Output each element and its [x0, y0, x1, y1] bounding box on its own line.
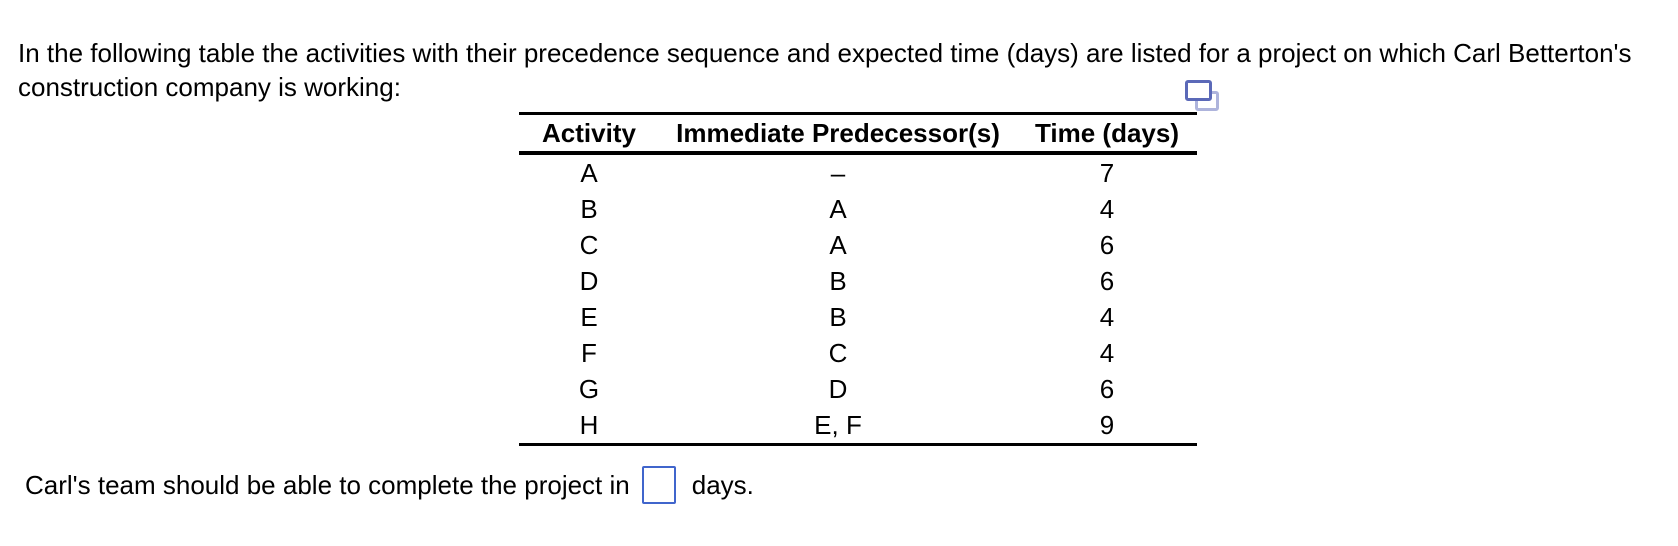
cell-time: 4: [1099, 337, 1115, 368]
table-header-row: Activity Immediate Predecessor(s) Time (…: [519, 115, 1197, 151]
table-row: D B 6: [519, 263, 1197, 299]
cell-time: 4: [1099, 301, 1115, 332]
overlapping-windows-glyph: [1185, 80, 1219, 111]
cell-activity: G: [578, 373, 600, 404]
table-row: A – 7: [519, 155, 1197, 191]
cell-predecessor: C: [828, 337, 848, 368]
table-row: C A 6: [519, 227, 1197, 263]
cell-activity: F: [581, 337, 597, 368]
cell-predecessor: B: [829, 301, 847, 332]
table-top-rule: [519, 112, 1197, 115]
cell-time: 6: [1099, 229, 1115, 260]
cell-predecessor: –: [830, 157, 846, 188]
column-header-immediate-predecessors: Immediate Predecessor(s): [676, 117, 1000, 148]
cell-activity: H: [579, 409, 599, 440]
cell-activity: D: [579, 265, 599, 296]
table-row: G D 6: [519, 371, 1197, 407]
answer-input[interactable]: [641, 466, 676, 504]
table-bottom-rule: [519, 443, 1197, 446]
cell-time: 9: [1099, 409, 1115, 440]
cell-time: 7: [1099, 157, 1115, 188]
cell-activity: C: [579, 229, 599, 260]
answer-text-after: days.: [691, 470, 754, 500]
cell-time: 6: [1099, 373, 1115, 404]
cell-predecessor: E, F: [814, 409, 862, 440]
cell-activity: B: [580, 193, 598, 224]
activities-table: Activity Immediate Predecessor(s) Time (…: [519, 112, 1197, 446]
answer-text-before: Carl's team should be able to complete t…: [25, 470, 630, 500]
cell-predecessor: A: [829, 229, 847, 260]
table-popout-icon[interactable]: [1184, 79, 1222, 115]
cell-time: 4: [1099, 193, 1115, 224]
cell-predecessor: A: [829, 193, 847, 224]
table-row: F C 4: [519, 335, 1197, 371]
column-header-time-days: Time (days): [1034, 117, 1179, 148]
table-row: B A 4: [519, 191, 1197, 227]
question-text: In the following table the activities wi…: [18, 38, 1632, 102]
cell-predecessor: D: [828, 373, 848, 404]
table-row: E B 4: [519, 299, 1197, 335]
cell-activity: A: [580, 157, 598, 188]
cell-activity: E: [580, 301, 598, 332]
cell-predecessor: B: [829, 265, 847, 296]
cell-time: 6: [1099, 265, 1115, 296]
table-row: H E, F 9: [519, 407, 1197, 443]
table-header-rule: [519, 151, 1197, 155]
column-header-activity: Activity: [542, 117, 636, 148]
answer-sentence: Carl's team should be able to complete t…: [25, 466, 754, 504]
